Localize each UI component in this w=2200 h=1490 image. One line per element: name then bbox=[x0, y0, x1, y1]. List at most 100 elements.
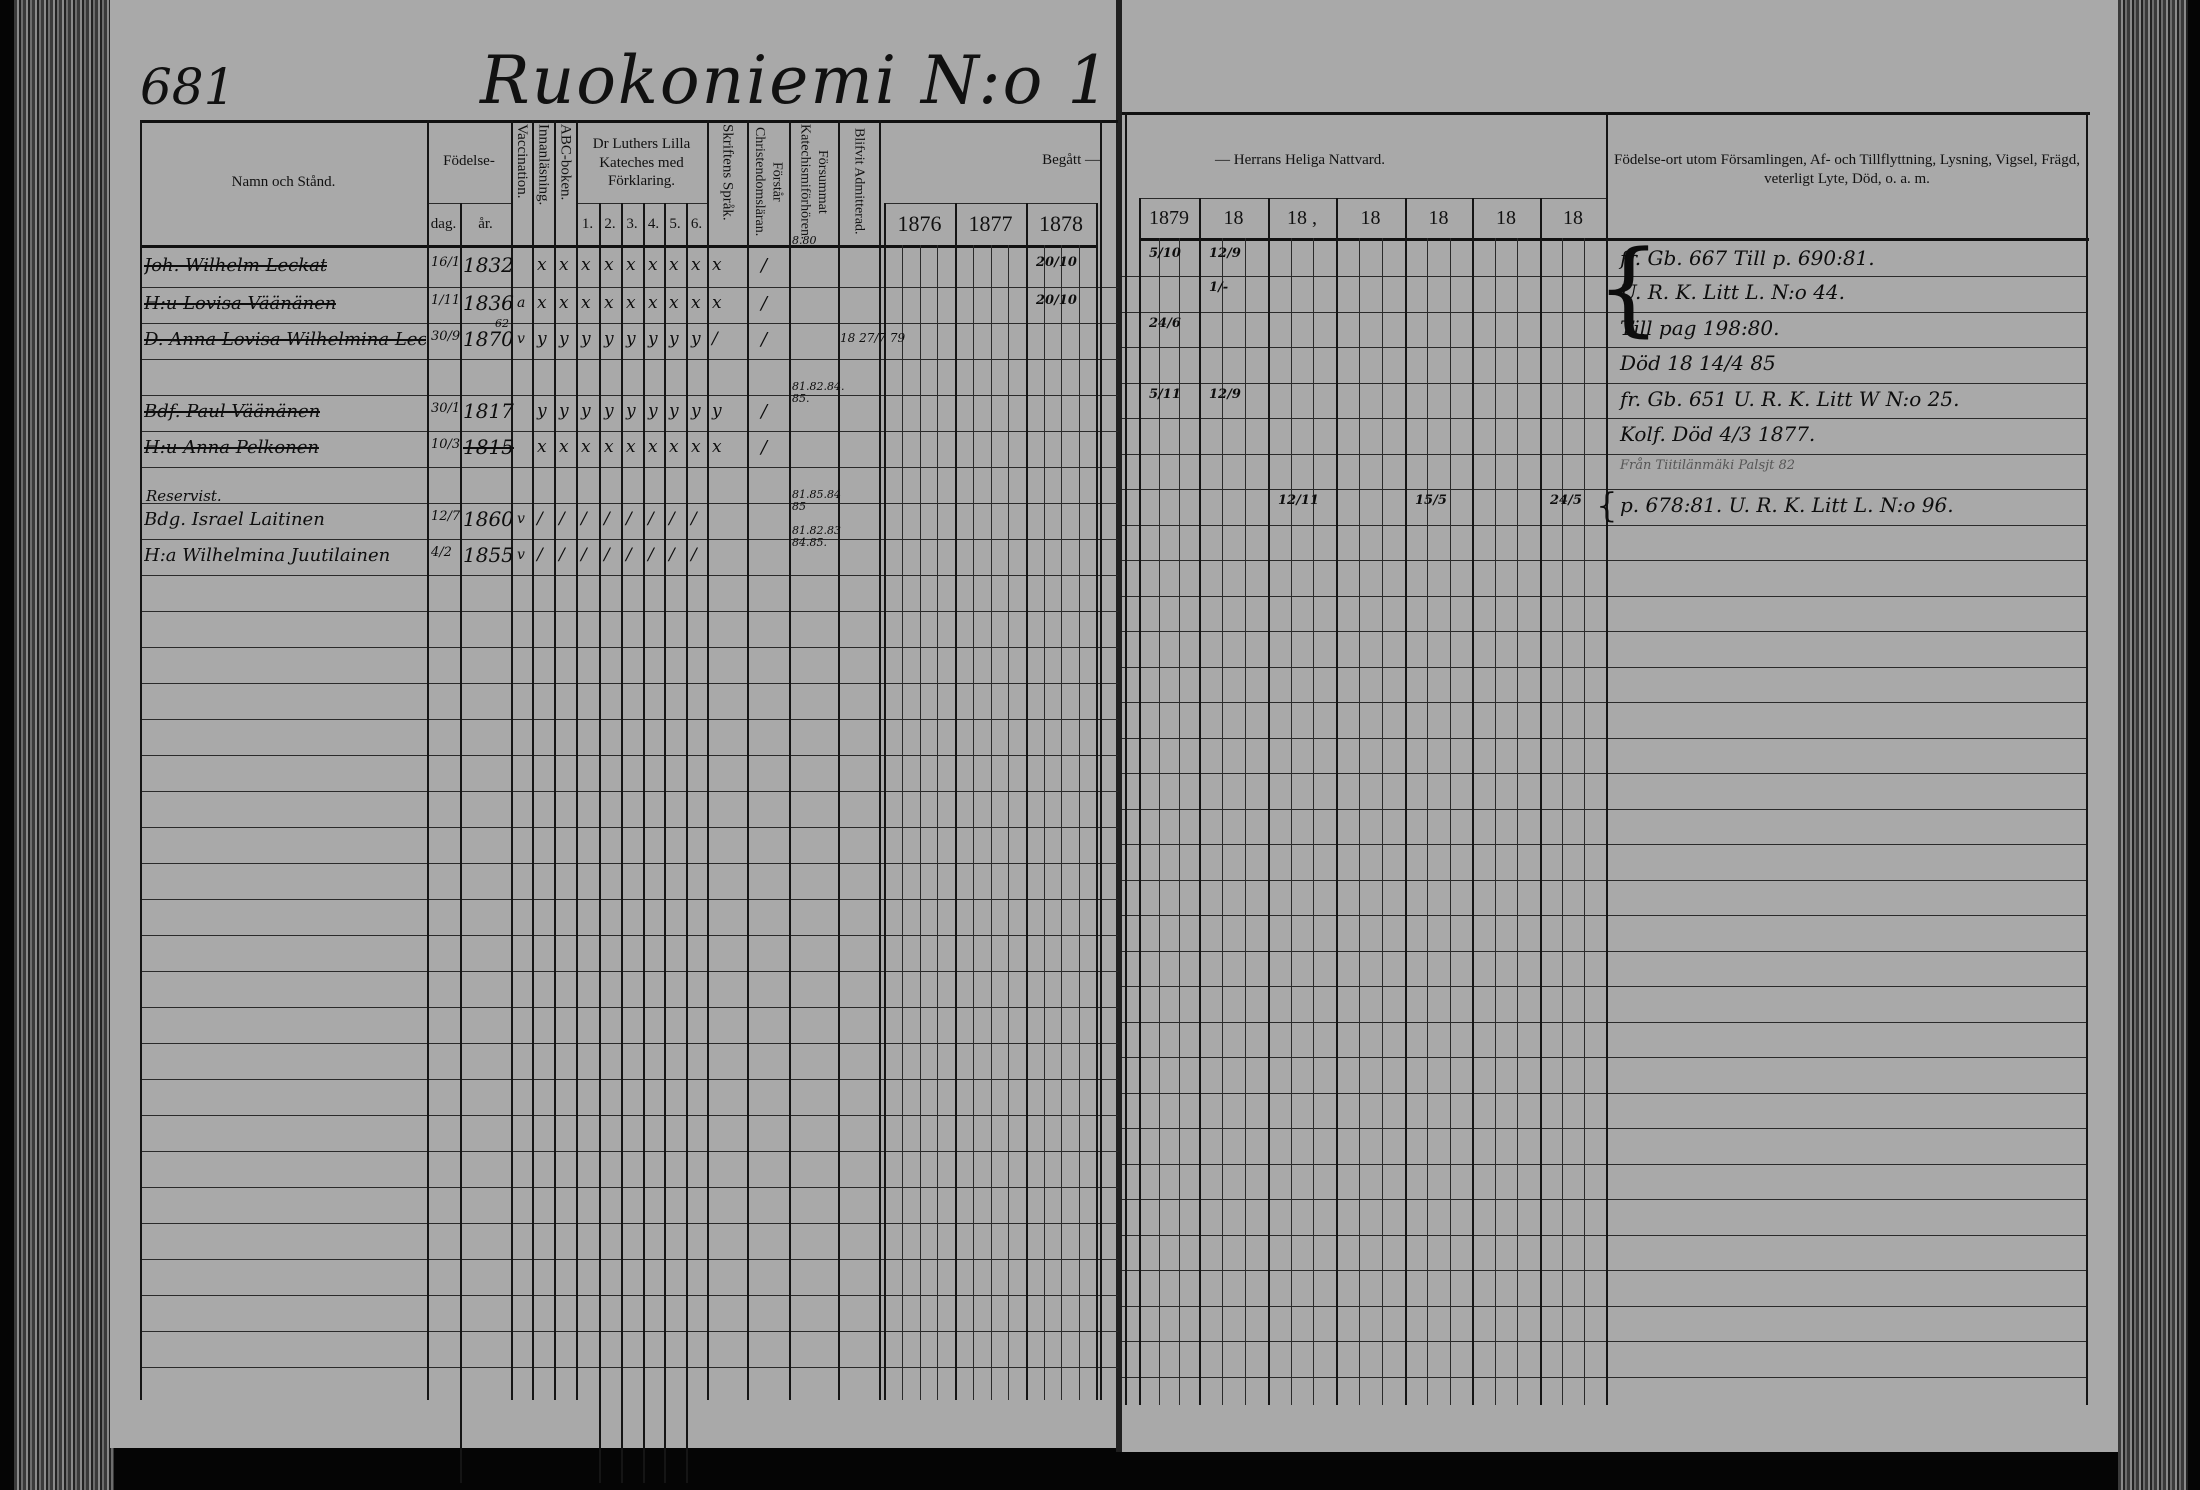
entry-birth-day: 30/1 bbox=[431, 401, 461, 416]
header-admitted-label: Blifvit Admitterad. bbox=[851, 128, 867, 235]
row-rule-right bbox=[1122, 382, 2086, 384]
header-reading: Innanläsning. bbox=[532, 124, 554, 241]
note-entry: Kolf. Död 4/3 1877. bbox=[1620, 422, 1816, 446]
entry-mark: x bbox=[581, 437, 591, 457]
left-page bbox=[110, 0, 1116, 1448]
header-missed-label: Försummat Katechismiförhören. bbox=[797, 124, 831, 240]
column-rule bbox=[643, 203, 645, 1483]
row-rule bbox=[140, 1187, 1118, 1188]
row-rule-right bbox=[1122, 1234, 2086, 1236]
brace-mark: { bbox=[1596, 486, 1618, 526]
entry-mark: x bbox=[604, 293, 614, 313]
row-rule-right bbox=[1122, 560, 2086, 561]
header-vaccination: Vaccination. bbox=[511, 124, 532, 241]
header-admitted: Blifvit Admitterad. bbox=[838, 124, 879, 241]
entry-mark: x bbox=[669, 293, 679, 313]
column-rule-right bbox=[1199, 198, 1201, 1405]
entry-name: Bdf. Paul Väänänen bbox=[144, 401, 321, 422]
entry-mark: x bbox=[626, 255, 636, 275]
entry-mark: x bbox=[537, 293, 547, 313]
row-rule-right bbox=[1122, 844, 2086, 845]
sub-column-rule bbox=[972, 245, 974, 1400]
row-rule-right bbox=[1122, 347, 2086, 348]
page-number: 681 bbox=[140, 58, 236, 116]
header-catechism: Dr Luthers Lilla Kateches med Förklaring… bbox=[592, 135, 691, 190]
entry-mark: / bbox=[691, 545, 697, 565]
header-birth-day: dag. bbox=[430, 215, 457, 232]
header-notes: Födelse-ort utom Församlingen, Af- och T… bbox=[1614, 152, 2080, 187]
entry-year-note: 62 bbox=[495, 317, 509, 330]
row-rule bbox=[140, 683, 1118, 684]
birth-subheader-rule bbox=[427, 203, 511, 204]
row-rule-right bbox=[1122, 1163, 2086, 1165]
entry-mark: / bbox=[648, 545, 654, 565]
entry-mark: x bbox=[691, 437, 701, 457]
header-birth-year: år. bbox=[478, 215, 493, 232]
row-rule bbox=[140, 395, 1118, 396]
communion-date: 12/11 bbox=[1278, 493, 1319, 508]
communion-date: 20/10 bbox=[1036, 293, 1077, 308]
column-rule bbox=[789, 120, 791, 1400]
column-rule bbox=[1096, 203, 1098, 1400]
entry-understands: / bbox=[761, 401, 768, 422]
row-rule bbox=[140, 1115, 1118, 1116]
column-rule bbox=[686, 203, 688, 1483]
row-rule bbox=[140, 431, 1118, 432]
sub-column-rule bbox=[1517, 238, 1519, 1405]
entry-understands: / bbox=[761, 437, 768, 458]
header-name: Namn och Stånd. bbox=[231, 174, 336, 191]
row-rule-right bbox=[1122, 1021, 2086, 1023]
column-rule bbox=[532, 120, 534, 1400]
column-rule bbox=[511, 120, 513, 1400]
entry-mark: y bbox=[581, 401, 591, 421]
row-rule-right bbox=[1122, 737, 2086, 739]
row-rule-right bbox=[1122, 453, 2086, 455]
entry-mark: x bbox=[604, 437, 614, 457]
entry-mark: / bbox=[537, 509, 543, 529]
header-catechism-part: 4. bbox=[647, 215, 660, 232]
note-entry: Från Tiitilänmäki Palsjt 82 bbox=[1620, 457, 1796, 473]
row-rule bbox=[140, 611, 1118, 612]
sub-column-rule bbox=[1245, 238, 1246, 1405]
entry-vaccination: v bbox=[517, 547, 525, 563]
column-rule-right bbox=[1139, 198, 1141, 1405]
header-abc-label: ABC-boken. bbox=[557, 124, 574, 201]
entry-birth-day: 12/7 bbox=[431, 509, 461, 524]
entry-birth-year: 1870 bbox=[463, 327, 514, 351]
entry-mark: x bbox=[559, 255, 569, 275]
entry-name: H:u Lovisa Väänänen bbox=[144, 293, 337, 314]
entry-mark: x bbox=[581, 293, 591, 313]
header-year: 18 bbox=[1223, 206, 1244, 229]
header-year: 18 bbox=[1496, 206, 1516, 229]
column-rule bbox=[427, 120, 429, 1400]
years-left-rule bbox=[884, 203, 1096, 204]
entry-mark: x bbox=[648, 293, 658, 313]
column-rule-right bbox=[1606, 112, 1608, 1405]
column-rule bbox=[621, 203, 623, 1483]
entry-mark: y bbox=[559, 329, 569, 349]
sub-column-rule bbox=[1290, 238, 1292, 1405]
right-page bbox=[1122, 0, 2118, 1452]
column-rule bbox=[140, 120, 142, 1400]
header-vaccination-label: Vaccination. bbox=[513, 124, 530, 199]
header-year: 18 bbox=[1360, 206, 1381, 229]
entry-mark: y bbox=[669, 401, 679, 421]
note-entry: fr. Gb. 667 Till p. 690:81. bbox=[1620, 246, 1875, 270]
entry-prefix: Reservist. bbox=[146, 487, 222, 505]
column-rule-right bbox=[1472, 198, 1474, 1405]
entry-mark: y bbox=[537, 329, 547, 349]
sub-column-rule bbox=[1359, 238, 1360, 1405]
header-understands: Förstår Christendomsläran. bbox=[747, 124, 789, 241]
sub-column-rule bbox=[990, 245, 992, 1400]
entry-missed: 81.82.83 84.85. bbox=[792, 524, 841, 550]
row-rule bbox=[140, 1223, 1118, 1224]
sub-column-rule bbox=[1179, 238, 1180, 1405]
catechism-subheader-rule bbox=[576, 203, 707, 204]
row-rule-right bbox=[1122, 311, 2086, 313]
row-rule bbox=[140, 1043, 1118, 1044]
entry-mark: x bbox=[712, 293, 722, 313]
sub-column-rule bbox=[901, 245, 903, 1400]
entry-mark: x bbox=[669, 255, 679, 275]
entry-mark: / bbox=[691, 509, 697, 529]
column-rule-right bbox=[2086, 112, 2088, 1405]
